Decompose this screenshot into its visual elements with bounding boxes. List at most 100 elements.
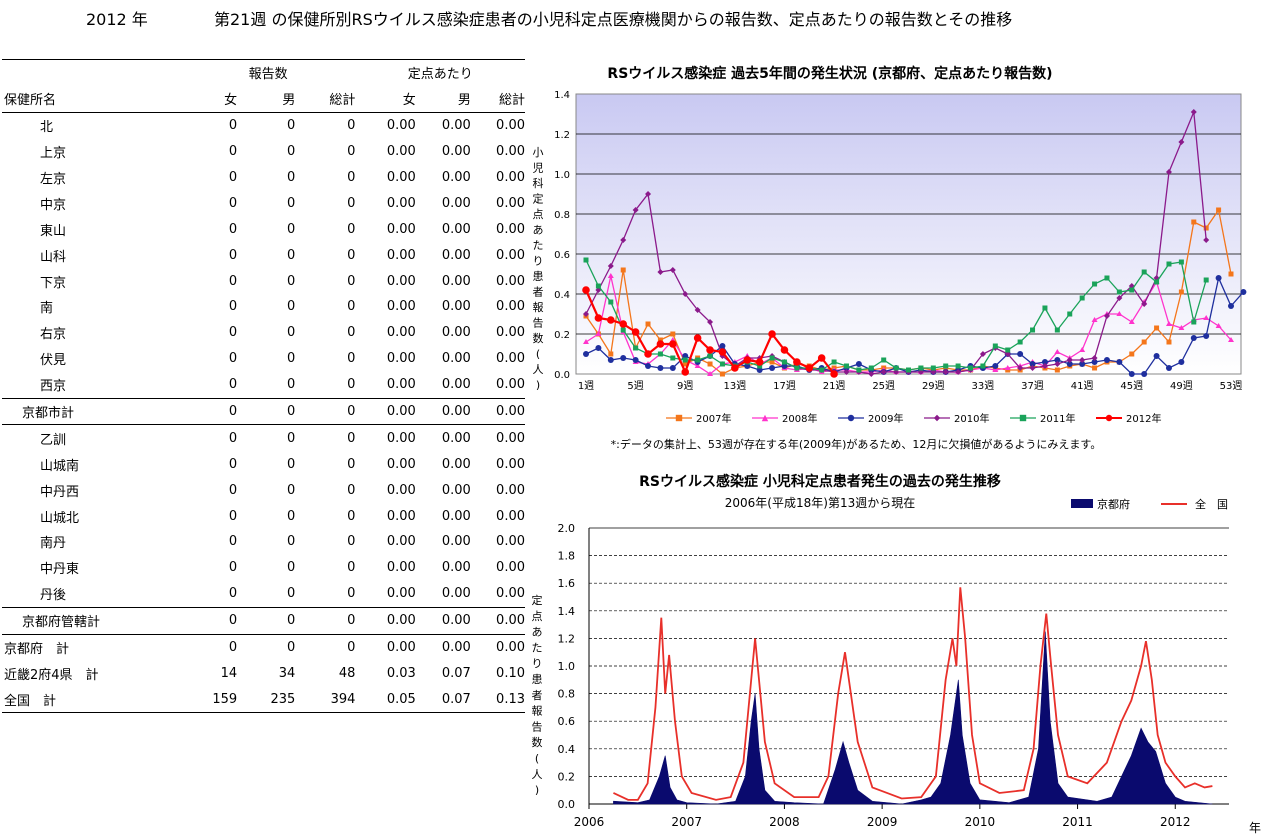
row-value: 0	[347, 325, 356, 341]
row-value: 0	[347, 118, 356, 134]
legend-label: 全 国	[1195, 497, 1228, 511]
data-point	[620, 267, 626, 273]
data-point	[1203, 277, 1209, 283]
table-row: 南丹 0 0 0 0.00 0.00 0.00	[2, 529, 525, 555]
data-point	[1190, 109, 1197, 115]
data-point	[731, 364, 739, 372]
data-point	[1141, 269, 1147, 275]
table-row: 上京 0 0 0 0.00 0.00 0.00	[2, 139, 525, 165]
y-tick-label: 1.2	[554, 130, 570, 141]
row-value: 0	[287, 560, 296, 576]
y-axis-label-char: 患	[533, 270, 544, 283]
row-value: 0	[347, 221, 356, 237]
data-point	[707, 371, 714, 376]
row-value: 0	[228, 144, 238, 160]
y-axis-label-char: 点	[532, 610, 543, 623]
row-value: 0	[228, 482, 238, 498]
row-value: 0	[287, 325, 296, 341]
data-point	[992, 363, 999, 369]
row-value: 0	[180, 606, 238, 635]
row-value: 0.13	[470, 686, 525, 714]
row-value: 0	[228, 299, 238, 315]
y-axis-label-char: 小	[533, 146, 544, 159]
data-point	[1165, 321, 1172, 326]
row-value: 0.00	[386, 351, 416, 367]
row-value: 0.00	[355, 424, 416, 452]
legend-item: 2008年	[752, 412, 817, 425]
col-header: 総計	[295, 85, 356, 113]
y-axis-label-char: 定	[532, 593, 543, 607]
data-point	[968, 365, 974, 371]
row-value: 0.00	[441, 351, 471, 367]
row-value: 0	[287, 508, 296, 524]
data-point	[955, 363, 961, 369]
data-point	[1005, 347, 1011, 353]
row-name: 中丹東	[40, 562, 80, 578]
row-value: 0	[287, 221, 296, 237]
data-point	[1154, 325, 1160, 331]
row-value: 0.00	[441, 508, 471, 524]
row-value: 0	[237, 397, 296, 425]
row-value: 14	[220, 665, 238, 681]
data-point	[1166, 339, 1172, 345]
weekly-chart: RSウイルス感染症 過去5年間の発生状況 (京都府、定点あたり報告数) 0.0 0…	[533, 65, 1247, 451]
row-value: 0.00	[441, 586, 471, 602]
data-point	[980, 363, 986, 369]
row-value: 0.00	[441, 118, 471, 134]
data-point	[1054, 349, 1061, 354]
row-name: 南丹	[40, 536, 67, 552]
y-axis-label-char: 定	[533, 192, 544, 206]
data-point	[645, 191, 652, 197]
year-label: 2012 年	[86, 10, 148, 29]
data-point	[893, 365, 899, 371]
row-value: 0	[228, 247, 238, 263]
series-line-national	[613, 587, 1213, 801]
y-tick-label: 0.6	[558, 715, 576, 728]
col-header: 総計	[470, 85, 525, 113]
legend-item: 2011年	[1010, 412, 1075, 425]
data-point	[743, 356, 752, 364]
data-point	[682, 361, 688, 367]
row-value: 0.00	[355, 606, 416, 635]
table-row: 東山 0 0 0 0.00 0.00 0.00	[2, 216, 525, 242]
row-value: 0.00	[386, 221, 416, 237]
data-point	[942, 369, 949, 375]
data-point	[608, 299, 614, 305]
data-point	[868, 371, 875, 377]
data-point	[631, 328, 640, 336]
row-name: 伏見	[40, 353, 67, 369]
row-value: 0	[228, 325, 238, 341]
table-row: 山科 0 0 0 0.00 0.00 0.00	[2, 242, 525, 268]
data-point	[1066, 361, 1073, 367]
data-point	[594, 314, 603, 322]
row-value: 0.00	[470, 424, 525, 452]
row-name: 下京	[40, 275, 67, 291]
row-value: 0	[287, 118, 296, 134]
row-value: 0.00	[496, 118, 525, 134]
data-point	[657, 351, 663, 357]
data-point	[695, 357, 701, 363]
y-axis-label-char: (	[535, 752, 539, 765]
row-value: 0.00	[441, 273, 471, 289]
data-point	[755, 358, 764, 366]
row-value: 0	[347, 247, 356, 263]
data-point	[1116, 289, 1122, 295]
row-value: 0.00	[441, 456, 471, 472]
row-value: 0.00	[386, 195, 416, 211]
report-table: 報告数 定点あたり 保健所名 女 男 総計 女 男 総計 北 0 0 0 0.00 0.0…	[2, 58, 525, 714]
row-value: 0	[287, 586, 296, 602]
data-point	[906, 367, 911, 373]
chart1-title: RSウイルス感染症 過去5年間の発生状況 (京都府、定点あたり報告数)	[607, 65, 1052, 82]
row-value: 0	[237, 633, 296, 661]
data-point	[706, 346, 714, 354]
row-value: 0	[295, 397, 356, 425]
data-point	[669, 365, 676, 371]
row-value: 0.00	[441, 144, 471, 160]
chart2-title: RSウイルス感染症 小児科定点患者発生の過去の発生推移	[639, 473, 1001, 490]
chart1-plot-area	[575, 93, 1242, 375]
data-point	[1178, 139, 1185, 145]
data-point	[992, 343, 998, 349]
data-point	[955, 369, 962, 375]
data-point	[1042, 305, 1048, 311]
data-point	[769, 355, 775, 361]
